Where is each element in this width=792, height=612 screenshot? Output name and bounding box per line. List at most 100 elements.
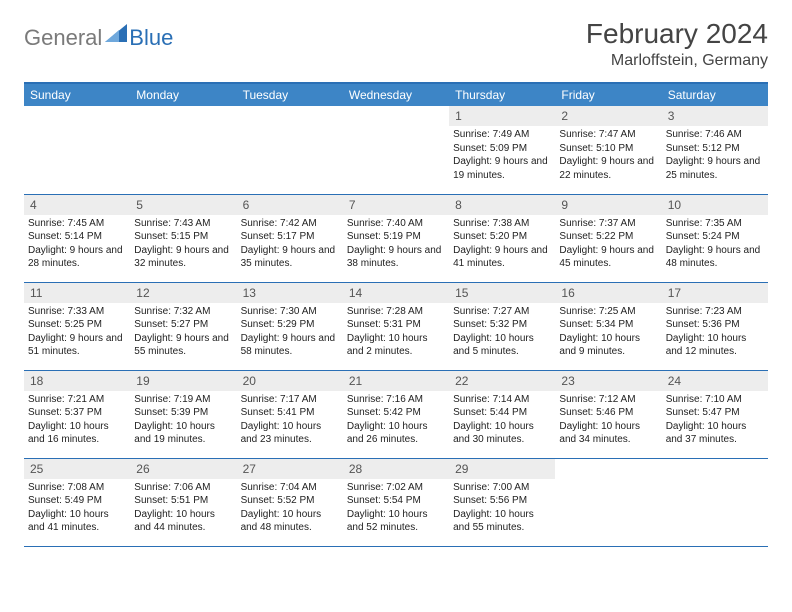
sunset-text: Sunset: 5:44 PM — [453, 406, 551, 420]
daylight-text: Daylight: 9 hours and 38 minutes. — [347, 244, 445, 271]
sunset-text: Sunset: 5:20 PM — [453, 230, 551, 244]
sunset-text: Sunset: 5:54 PM — [347, 494, 445, 508]
daylight-text: Daylight: 10 hours and 52 minutes. — [347, 508, 445, 535]
day-content: Sunrise: 7:28 AMSunset: 5:31 PMDaylight:… — [343, 303, 449, 363]
sunrise-text: Sunrise: 7:16 AM — [347, 393, 445, 407]
daylight-text: Daylight: 9 hours and 48 minutes. — [666, 244, 764, 271]
calendar-day-cell: 9Sunrise: 7:37 AMSunset: 5:22 PMDaylight… — [555, 194, 661, 282]
daylight-text: Daylight: 10 hours and 5 minutes. — [453, 332, 551, 359]
daylight-text: Daylight: 9 hours and 35 minutes. — [241, 244, 339, 271]
daylight-text: Daylight: 10 hours and 26 minutes. — [347, 420, 445, 447]
sunset-text: Sunset: 5:37 PM — [28, 406, 126, 420]
day-number: 11 — [24, 283, 130, 303]
day-content: Sunrise: 7:49 AMSunset: 5:09 PMDaylight:… — [449, 126, 555, 186]
day-number: 22 — [449, 371, 555, 391]
day-number: 21 — [343, 371, 449, 391]
logo-text-blue: Blue — [129, 25, 173, 51]
day-number: 1 — [449, 106, 555, 126]
sunrise-text: Sunrise: 7:06 AM — [134, 481, 232, 495]
calendar-day-cell: 15Sunrise: 7:27 AMSunset: 5:32 PMDayligh… — [449, 282, 555, 370]
calendar-day-cell: 24Sunrise: 7:10 AMSunset: 5:47 PMDayligh… — [662, 370, 768, 458]
calendar-day-cell: 5Sunrise: 7:43 AMSunset: 5:15 PMDaylight… — [130, 194, 236, 282]
sunrise-text: Sunrise: 7:40 AM — [347, 217, 445, 231]
day-number: 7 — [343, 195, 449, 215]
day-number: 28 — [343, 459, 449, 479]
sunset-text: Sunset: 5:24 PM — [666, 230, 764, 244]
calendar-day-cell: 17Sunrise: 7:23 AMSunset: 5:36 PMDayligh… — [662, 282, 768, 370]
sunset-text: Sunset: 5:42 PM — [347, 406, 445, 420]
day-content: Sunrise: 7:35 AMSunset: 5:24 PMDaylight:… — [662, 215, 768, 275]
day-content: Sunrise: 7:37 AMSunset: 5:22 PMDaylight:… — [555, 215, 661, 275]
calendar-day-cell: 22 Sunrise: 7:14 AMSunset: 5:44 PMDayligh… — [449, 370, 555, 458]
sunset-text: Sunset: 5:09 PM — [453, 142, 551, 156]
calendar-day-cell: 11Sunrise: 7:33 AMSunset: 5:25 PMDayligh… — [24, 282, 130, 370]
daylight-text: Daylight: 10 hours and 2 minutes. — [347, 332, 445, 359]
day-content: Sunrise: 7:23 AMSunset: 5:36 PMDaylight:… — [662, 303, 768, 363]
sunset-text: Sunset: 5:29 PM — [241, 318, 339, 332]
day-content: Sunrise: 7:17 AMSunset: 5:41 PMDaylight:… — [237, 391, 343, 451]
location: Marloffstein, Germany — [586, 52, 768, 70]
daylight-text: Daylight: 9 hours and 25 minutes. — [666, 155, 764, 182]
sunset-text: Sunset: 5:27 PM — [134, 318, 232, 332]
calendar-day-cell: 26Sunrise: 7:06 AMSunset: 5:51 PMDayligh… — [130, 458, 236, 546]
sunrise-text: Sunrise: 7:49 AM — [453, 128, 551, 142]
day-number: 20 — [237, 371, 343, 391]
calendar-day-cell — [24, 106, 130, 194]
sunrise-text: Sunrise: 7:35 AM — [666, 217, 764, 231]
calendar-day-cell: 10Sunrise: 7:35 AMSunset: 5:24 PMDayligh… — [662, 194, 768, 282]
daylight-text: Daylight: 10 hours and 37 minutes. — [666, 420, 764, 447]
day-number: 12 — [130, 283, 236, 303]
calendar-day-cell: 18Sunrise: 7:21 AMSunset: 5:37 PMDayligh… — [24, 370, 130, 458]
calendar-day-cell: 14Sunrise: 7:28 AMSunset: 5:31 PMDayligh… — [343, 282, 449, 370]
sunset-text: Sunset: 5:15 PM — [134, 230, 232, 244]
day-content: Sunrise: 7:00 AMSunset: 5:56 PMDaylight:… — [449, 479, 555, 539]
day-content: Sunrise: 7:47 AMSunset: 5:10 PMDaylight:… — [555, 126, 661, 186]
calendar-day-cell: 6Sunrise: 7:42 AMSunset: 5:17 PMDaylight… — [237, 194, 343, 282]
month-title: February 2024 — [586, 18, 768, 50]
calendar-day-cell — [343, 106, 449, 194]
calendar-day-cell: 13Sunrise: 7:30 AMSunset: 5:29 PMDayligh… — [237, 282, 343, 370]
sunrise-text: Sunrise: 7:17 AM — [241, 393, 339, 407]
sunrise-text: Sunrise: 7:33 AM — [28, 305, 126, 319]
sunrise-text: Sunrise: 7:14 AM — [453, 393, 551, 407]
logo-text-general: General — [24, 25, 102, 51]
calendar-day-cell: 27Sunrise: 7:04 AMSunset: 5:52 PMDayligh… — [237, 458, 343, 546]
calendar-day-cell: 1Sunrise: 7:49 AMSunset: 5:09 PMDaylight… — [449, 106, 555, 194]
daylight-text: Daylight: 10 hours and 55 minutes. — [453, 508, 551, 535]
daylight-text: Daylight: 10 hours and 23 minutes. — [241, 420, 339, 447]
day-number: 4 — [24, 195, 130, 215]
day-number: 16 — [555, 283, 661, 303]
sunrise-text: Sunrise: 7:04 AM — [241, 481, 339, 495]
day-header: Wednesday — [343, 83, 449, 106]
daylight-text: Daylight: 10 hours and 16 minutes. — [28, 420, 126, 447]
day-content: Sunrise: 7:21 AMSunset: 5:37 PMDaylight:… — [24, 391, 130, 451]
day-content: Sunrise: 7:38 AMSunset: 5:20 PMDaylight:… — [449, 215, 555, 275]
sunset-text: Sunset: 5:17 PM — [241, 230, 339, 244]
day-number: 29 — [449, 459, 555, 479]
calendar-day-cell — [130, 106, 236, 194]
day-number: 19 — [130, 371, 236, 391]
sunset-text: Sunset: 5:14 PM — [28, 230, 126, 244]
sunset-text: Sunset: 5:32 PM — [453, 318, 551, 332]
day-content: Sunrise: 7:04 AMSunset: 5:52 PMDaylight:… — [237, 479, 343, 539]
calendar-day-cell: 20Sunrise: 7:17 AMSunset: 5:41 PMDayligh… — [237, 370, 343, 458]
day-content: Sunrise: 7:19 AMSunset: 5:39 PMDaylight:… — [130, 391, 236, 451]
daylight-text: Daylight: 10 hours and 30 minutes. — [453, 420, 551, 447]
header: General Blue February 2024 Marloffstein,… — [24, 18, 768, 70]
day-content: Sunrise: 7:46 AMSunset: 5:12 PMDaylight:… — [662, 126, 768, 186]
calendar-body: 1Sunrise: 7:49 AMSunset: 5:09 PMDaylight… — [24, 106, 768, 546]
day-number: 13 — [237, 283, 343, 303]
sunset-text: Sunset: 5:10 PM — [559, 142, 657, 156]
sunrise-text: Sunrise: 7:28 AM — [347, 305, 445, 319]
sunrise-text: Sunrise: 7:30 AM — [241, 305, 339, 319]
sunset-text: Sunset: 5:25 PM — [28, 318, 126, 332]
day-header: Sunday — [24, 83, 130, 106]
day-content: Sunrise: 7:27 AMSunset: 5:32 PMDaylight:… — [449, 303, 555, 363]
day-content: Sunrise: 7:25 AMSunset: 5:34 PMDaylight:… — [555, 303, 661, 363]
sunset-text: Sunset: 5:41 PM — [241, 406, 339, 420]
daylight-text: Daylight: 10 hours and 48 minutes. — [241, 508, 339, 535]
day-header: Friday — [555, 83, 661, 106]
sunrise-text: Sunrise: 7:43 AM — [134, 217, 232, 231]
daylight-text: Daylight: 9 hours and 19 minutes. — [453, 155, 551, 182]
sunset-text: Sunset: 5:52 PM — [241, 494, 339, 508]
